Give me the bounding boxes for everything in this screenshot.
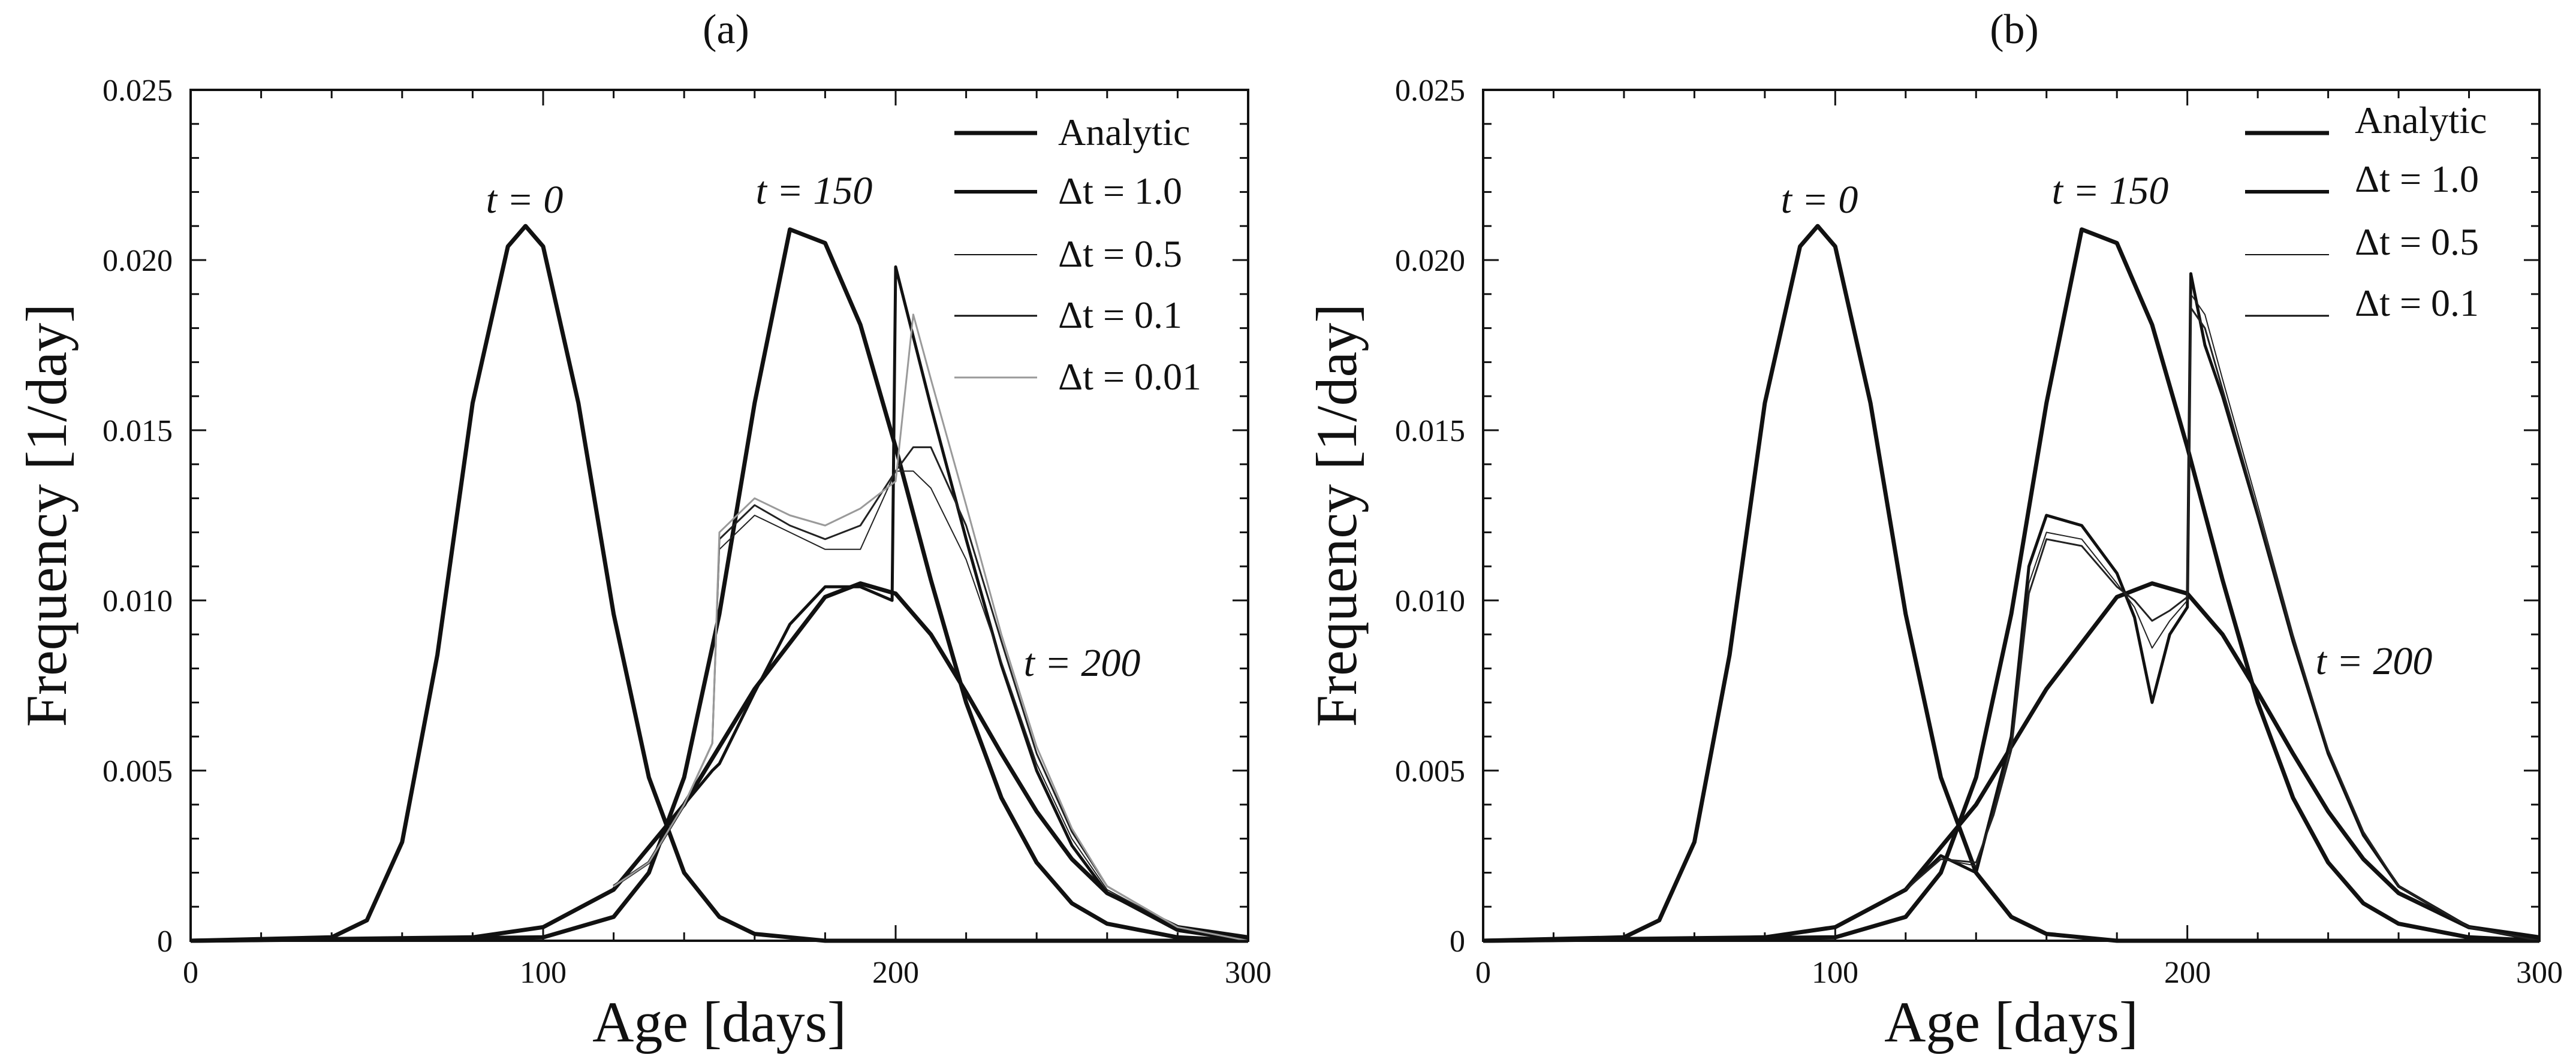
series-line [1483, 227, 2540, 943]
series-line [190, 227, 1249, 943]
legend-label: Analytic [2355, 99, 2487, 141]
annotation-t150-a: t = 150 [756, 169, 873, 213]
x-tick-labels-a: 0 100 200 300 [183, 956, 1272, 990]
legend-b: Analytic Δt = 1.0 Δt = 0.5 Δt = 0.1 [2245, 99, 2487, 324]
x-tick-label: 100 [1812, 956, 1858, 990]
legend-label: Δt = 1.0 [2355, 158, 2479, 200]
y-tick-label: 0.005 [103, 754, 173, 789]
x-tick-label: 300 [2516, 956, 2563, 990]
y-tick-label: 0.015 [103, 414, 173, 448]
y-tick-label: 0.025 [103, 74, 173, 108]
annotation-t0-a: t = 0 [486, 178, 564, 222]
y-axis-title-b: Frequency [1/day] [1304, 304, 1369, 727]
y-tick-label: 0.005 [1395, 754, 1465, 789]
legend-a: Analytic Δt = 1.0 Δt = 0.5 Δt = 0.1 Δt =… [954, 111, 1201, 398]
y-axis-title-a: Frequency [1/day] [14, 304, 79, 727]
legend-label: Analytic [1058, 111, 1190, 153]
y-tick-label: 0.010 [1395, 584, 1465, 618]
legend-label: Δt = 0.1 [2355, 282, 2479, 324]
series-line [190, 581, 1249, 943]
ticks-layer-a [189, 89, 1249, 942]
y-tick-label: 0.020 [103, 244, 173, 278]
plot-frame-b [1482, 89, 2541, 942]
y-tick-label: 0.020 [1395, 244, 1465, 278]
x-tick-label: 0 [1475, 956, 1491, 990]
annotation-t200-a: t = 200 [1024, 641, 1141, 685]
ticks-layer-b [1482, 89, 2541, 942]
legend-label: Δt = 0.1 [1058, 294, 1182, 336]
y-tick-label: 0 [157, 925, 173, 959]
x-tick-label: 100 [520, 956, 567, 990]
y-tick-label: 0.025 [1395, 74, 1465, 108]
legend-label: Δt = 0.01 [1058, 355, 1201, 398]
x-tick-label: 200 [872, 956, 919, 990]
series-layer-b [1483, 224, 2540, 943]
x-tick-label: 0 [183, 956, 198, 990]
series-line [1483, 224, 2539, 943]
annotation-t200-b: t = 200 [2316, 639, 2433, 683]
series-line [1905, 307, 2540, 942]
series-line [190, 224, 1248, 943]
x-tick-label: 200 [2164, 956, 2211, 990]
panel-label-b: (b) [1990, 7, 2039, 53]
legend-label: Δt = 1.0 [1058, 170, 1182, 212]
y-tick-label: 0.010 [103, 584, 173, 618]
series-line [1905, 272, 2540, 943]
x-axis-title-b: Age [days] [1884, 990, 2138, 1054]
y-tick-label: 0 [1450, 925, 1465, 959]
panel-b: (b) 0 100 200 300 0 0.005 0.010 0.015 0.… [1304, 7, 2563, 1054]
annotation-t150-b: t = 150 [2052, 169, 2169, 213]
series-layer-a [190, 224, 1249, 943]
series-line [613, 313, 1249, 942]
y-tick-label: 0.015 [1395, 414, 1465, 448]
panel-a: (a) 0 100 200 300 0 0.005 0.010 0.015 0.… [14, 7, 1272, 1054]
x-tick-label: 300 [1225, 956, 1272, 990]
plot-frame-a [189, 89, 1249, 942]
x-axis-title-a: Age [days] [592, 990, 846, 1054]
x-tick-labels-b: 0 100 200 300 [1475, 956, 2563, 990]
panel-label-a: (a) [703, 7, 749, 53]
legend-label: Δt = 0.5 [1058, 232, 1182, 275]
legend-label: Δt = 0.5 [2355, 221, 2479, 263]
y-tick-labels-a: 0 0.005 0.010 0.015 0.020 0.025 [103, 74, 173, 959]
annotation-t0-b: t = 0 [1781, 178, 1858, 222]
y-tick-labels-b: 0 0.005 0.010 0.015 0.020 0.025 [1395, 74, 1465, 959]
series-line [613, 265, 1249, 943]
